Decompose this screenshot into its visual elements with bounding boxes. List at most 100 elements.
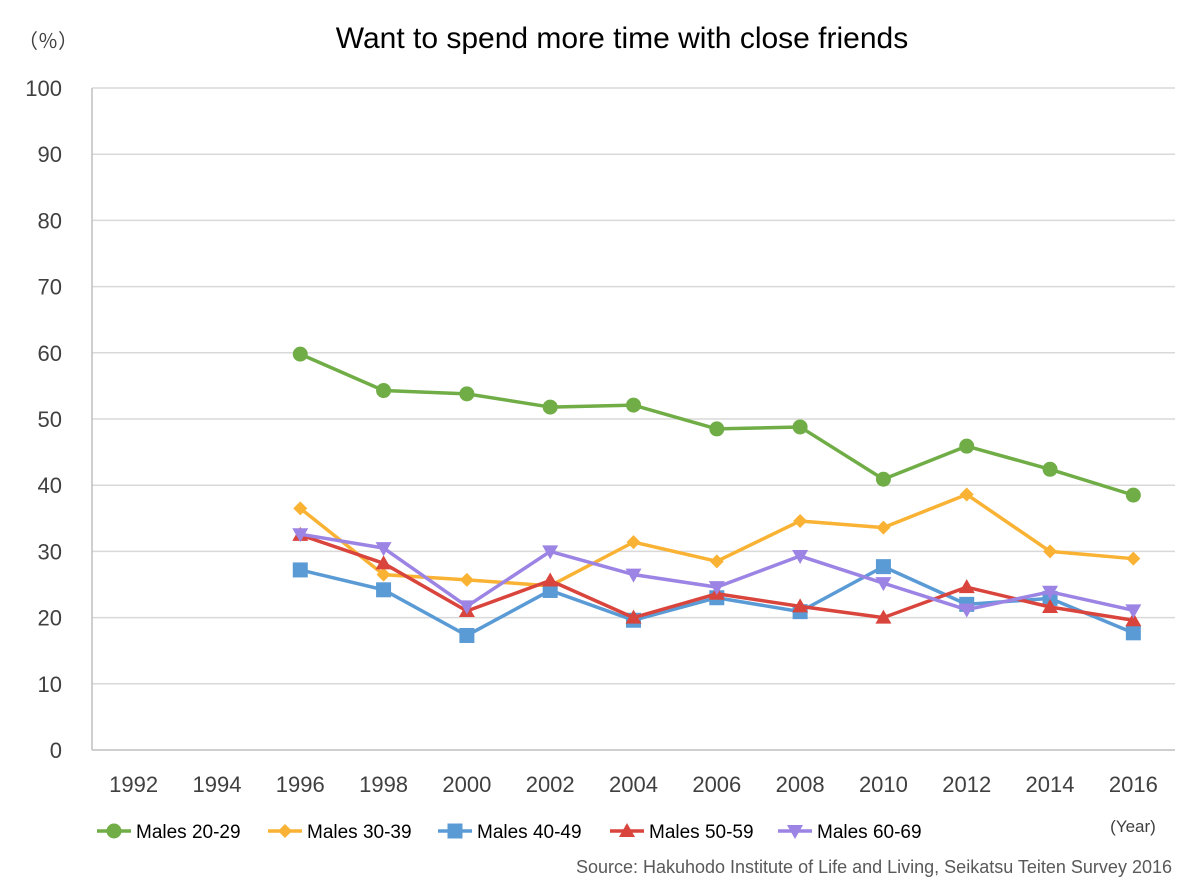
data-point: [958, 603, 975, 618]
x-tick-label: 2006: [692, 772, 741, 797]
data-point: [958, 579, 975, 594]
data-point: [708, 581, 725, 596]
data-point: [959, 438, 975, 454]
legend-marker: [278, 824, 292, 838]
x-tick-label: 2000: [442, 772, 491, 797]
data-point: [792, 598, 809, 613]
legend-label: Males 40-49: [477, 822, 582, 843]
y-tick-label: 80: [38, 208, 62, 233]
x-axis-ticks: 1992 1994 1996 1998 2000 2002 2004 2006 2008 2010…: [109, 772, 1158, 797]
legend-marker: [447, 823, 463, 839]
x-axis-unit-label: (Year): [1110, 817, 1156, 836]
y-axis-ticks: 0 10 20 30 40 50 60 70 80 90 100: [25, 76, 62, 763]
data-point: [1125, 612, 1142, 627]
data-point: [793, 513, 808, 528]
chart-title: Want to spend more time with close frien…: [336, 22, 908, 55]
x-tick-label: 2016: [1109, 772, 1158, 797]
data-point: [459, 572, 474, 587]
legend-item: Males 30-39: [268, 822, 412, 843]
source-note: Source: Hakuhodo Institute of Life and L…: [576, 857, 1172, 877]
x-tick-label: 2014: [1026, 772, 1075, 797]
y-tick-label: 100: [25, 76, 62, 101]
data-point: [376, 383, 392, 399]
x-tick-label: 1994: [192, 772, 241, 797]
legend-label: Males 20-29: [136, 822, 241, 843]
legend-marker: [106, 823, 122, 839]
data-point: [709, 421, 725, 437]
x-tick-label: 2004: [609, 772, 658, 797]
y-tick-label: 70: [38, 275, 62, 300]
legend-item: Males 60-69: [778, 822, 922, 843]
legend-item: Males 50-59: [610, 822, 754, 843]
data-point: [1042, 585, 1059, 600]
data-point: [542, 582, 558, 598]
grid-lines: [92, 87, 1175, 685]
data-point: [875, 559, 891, 575]
y-axis-unit-label: （％）: [18, 30, 78, 53]
data-point: [292, 346, 308, 362]
y-tick-label: 40: [38, 473, 62, 498]
legend-label: Males 60-69: [817, 822, 922, 843]
series-males-20-29: [292, 346, 1141, 503]
data-point: [625, 568, 642, 583]
data-point: [542, 545, 559, 560]
axes: [91, 88, 1175, 751]
data-point: [959, 487, 974, 502]
data-point: [1042, 461, 1058, 477]
data-point: [875, 609, 892, 624]
series-lines: [292, 346, 1142, 643]
data-point: [292, 562, 308, 578]
y-tick-label: 60: [38, 341, 62, 366]
data-point: [375, 542, 392, 557]
y-tick-label: 30: [38, 539, 62, 564]
legend-marker: [787, 825, 803, 839]
data-point: [1125, 487, 1141, 503]
data-point: [792, 419, 808, 435]
data-point: [459, 386, 475, 402]
legend-item: Males 40-49: [438, 822, 582, 843]
legend-marker: [619, 823, 635, 837]
data-point: [1125, 604, 1142, 619]
y-tick-label: 50: [38, 407, 62, 432]
legend-label: Males 30-39: [307, 822, 412, 843]
data-point: [709, 554, 724, 569]
data-point: [293, 501, 308, 516]
data-point: [1043, 544, 1058, 559]
data-point: [542, 572, 559, 587]
legend-item: Males 20-29: [97, 822, 241, 843]
data-point: [375, 555, 392, 570]
y-tick-label: 0: [50, 738, 62, 763]
data-point: [459, 627, 475, 643]
x-tick-label: 2010: [859, 772, 908, 797]
legend-label: Males 50-59: [649, 822, 754, 843]
x-tick-label: 2012: [942, 772, 991, 797]
data-point: [625, 609, 642, 624]
series-line: [299, 492, 1134, 588]
data-point: [875, 471, 891, 487]
data-point: [875, 577, 892, 592]
data-point: [292, 528, 309, 543]
y-tick-label: 20: [38, 606, 62, 631]
data-point: [1042, 599, 1059, 614]
data-point: [626, 397, 641, 413]
x-tick-label: 1996: [276, 772, 325, 797]
series-males-60-69: [292, 528, 1142, 619]
y-tick-label: 10: [38, 672, 62, 697]
data-point: [1126, 551, 1141, 566]
x-tick-label: 2002: [526, 772, 575, 797]
legend: Males 20-29 Males 30-39 Males 40-49 Males 5…: [97, 822, 922, 843]
data-point: [792, 550, 809, 565]
data-point: [376, 567, 391, 582]
data-point: [458, 600, 475, 615]
data-point: [626, 535, 641, 550]
data-point: [542, 399, 558, 415]
data-point: [876, 520, 891, 535]
x-tick-label: 1992: [109, 772, 158, 797]
series-males-30-39: [293, 487, 1141, 593]
data-point: [376, 582, 392, 598]
x-tick-label: 1998: [359, 772, 408, 797]
data-point: [1125, 625, 1141, 641]
x-tick-label: 2008: [776, 772, 825, 797]
